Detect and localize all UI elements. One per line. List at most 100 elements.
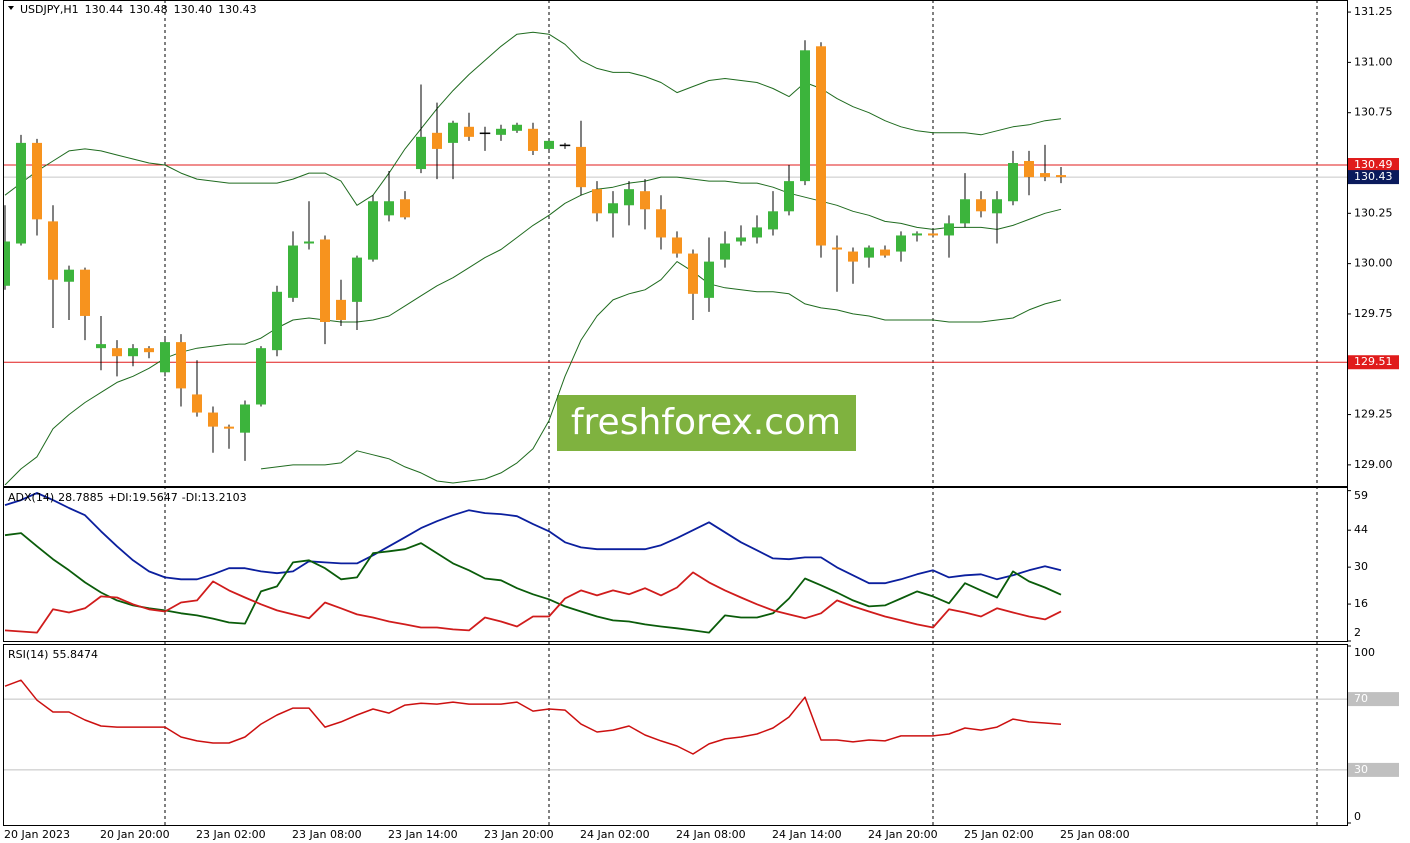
indicator-value: 55.8474 <box>52 648 98 661</box>
candle-body <box>32 142 42 220</box>
watermark: freshforex.com <box>557 395 856 451</box>
x-tick-label: 25 Jan 02:00 <box>964 828 1034 841</box>
candle-body <box>512 124 522 131</box>
level-label-box <box>1348 355 1399 370</box>
candle-body <box>128 348 138 357</box>
candle-body <box>736 237 746 242</box>
candle-body <box>256 348 266 405</box>
price-frame <box>3 0 1348 487</box>
adx-panel <box>4 492 1062 634</box>
level-label-box <box>1348 762 1399 777</box>
x-tick-label: 24 Jan 20:00 <box>868 828 938 841</box>
candle-body <box>880 249 890 256</box>
candle-body <box>704 261 714 298</box>
x-tick-label: 25 Jan 08:00 <box>1060 828 1130 841</box>
indicator-name: ADX(14) <box>8 491 54 504</box>
candle-body <box>432 132 442 149</box>
y-tick-label: 131.25 <box>1354 5 1393 18</box>
candle-body <box>624 189 634 206</box>
candle-body <box>160 342 170 373</box>
x-tick-label: 20 Jan 20:00 <box>100 828 170 841</box>
x-tick-label: 20 Jan 2023 <box>4 828 70 841</box>
candle-body <box>384 201 394 216</box>
candle-body <box>912 233 922 236</box>
candle-body <box>816 46 826 246</box>
y-tick-label: 30 <box>1354 560 1368 573</box>
candle-body <box>1024 160 1034 178</box>
y-tick-label: 130.25 <box>1354 206 1393 219</box>
candle-body <box>752 227 762 238</box>
indicator-line <box>4 31 1062 206</box>
candle-body <box>559 144 571 147</box>
rsi-frame <box>3 644 1348 826</box>
candle-body <box>688 253 698 294</box>
level-label: 70 <box>1354 692 1368 705</box>
level-label-box <box>1348 170 1399 185</box>
candle-body <box>576 146 586 188</box>
x-tick-label: 23 Jan 20:00 <box>484 828 554 841</box>
x-tick-label: 24 Jan 08:00 <box>676 828 746 841</box>
rsi-header: RSI(14) 55.8474 <box>8 648 98 661</box>
candle-body <box>64 269 74 282</box>
x-tick-label: 23 Jan 08:00 <box>292 828 362 841</box>
indicator-name: +DI: <box>108 491 133 504</box>
candle-body <box>1008 163 1018 202</box>
watermark-box <box>557 395 856 451</box>
candle-body <box>368 201 378 260</box>
level-label: 130.43 <box>1354 170 1393 183</box>
x-tick-label: 23 Jan 02:00 <box>196 828 266 841</box>
y-tick-label: 129.75 <box>1354 307 1393 320</box>
y-tick-label: 131.00 <box>1354 55 1393 68</box>
indicator-value: 28.7885 <box>58 491 104 504</box>
candle-body <box>16 142 26 244</box>
indicator-line <box>4 571 1062 634</box>
candle-body <box>592 189 602 214</box>
indicator-name: -DI: <box>182 491 201 504</box>
candle-body <box>1040 173 1050 178</box>
level-label: 130.49 <box>1354 158 1393 171</box>
x-tick-label: 24 Jan 14:00 <box>772 828 842 841</box>
candle-body <box>416 136 426 170</box>
candle-body <box>784 181 794 212</box>
ohlc-value: 130.48 <box>129 3 168 16</box>
candle-body <box>224 426 234 429</box>
candle-body <box>976 199 986 212</box>
candle-body <box>768 211 778 230</box>
y-tick-label: 44 <box>1354 523 1368 536</box>
y-tick-label: 59 <box>1354 489 1368 502</box>
candle-body <box>496 128 506 135</box>
y-tick-label: 129.25 <box>1354 408 1393 421</box>
indicator-line <box>4 532 1062 634</box>
ohlc-value: 130.44 <box>85 3 124 16</box>
candle-body <box>80 269 90 316</box>
candle-body <box>608 203 618 214</box>
candle-body <box>960 199 970 224</box>
y-tick-label: 129.00 <box>1354 458 1393 471</box>
y-tick-label: 130.75 <box>1354 106 1393 119</box>
candle-body <box>800 50 810 182</box>
candle-body <box>352 257 362 302</box>
level-label: 129.51 <box>1354 355 1393 368</box>
indicator-name: RSI(14) <box>8 648 48 661</box>
indicator-value: 13.2103 <box>201 491 247 504</box>
indicator-value: 19.5647 <box>132 491 178 504</box>
candle-body <box>1056 175 1066 178</box>
candle-body <box>928 233 938 236</box>
candle-body <box>336 299 346 320</box>
candle-body <box>144 348 154 353</box>
y-tick-label: 130.00 <box>1354 257 1393 270</box>
indicator-line <box>4 492 1062 585</box>
adx-header: ADX(14) 28.7885 +DI:19.5647 -DI:13.2103 <box>8 491 247 504</box>
candle-body <box>896 235 906 252</box>
collapse-icon <box>8 6 14 10</box>
candle-body <box>479 132 491 135</box>
candle-body <box>112 348 122 357</box>
candle-body <box>992 199 1002 214</box>
candle-body <box>272 291 282 351</box>
adx-frame <box>3 487 1348 642</box>
candle-body <box>192 394 202 413</box>
candle-body <box>448 122 458 143</box>
rsi-panel <box>4 679 1347 771</box>
candle-body <box>304 241 314 244</box>
x-tick-label: 24 Jan 02:00 <box>580 828 650 841</box>
